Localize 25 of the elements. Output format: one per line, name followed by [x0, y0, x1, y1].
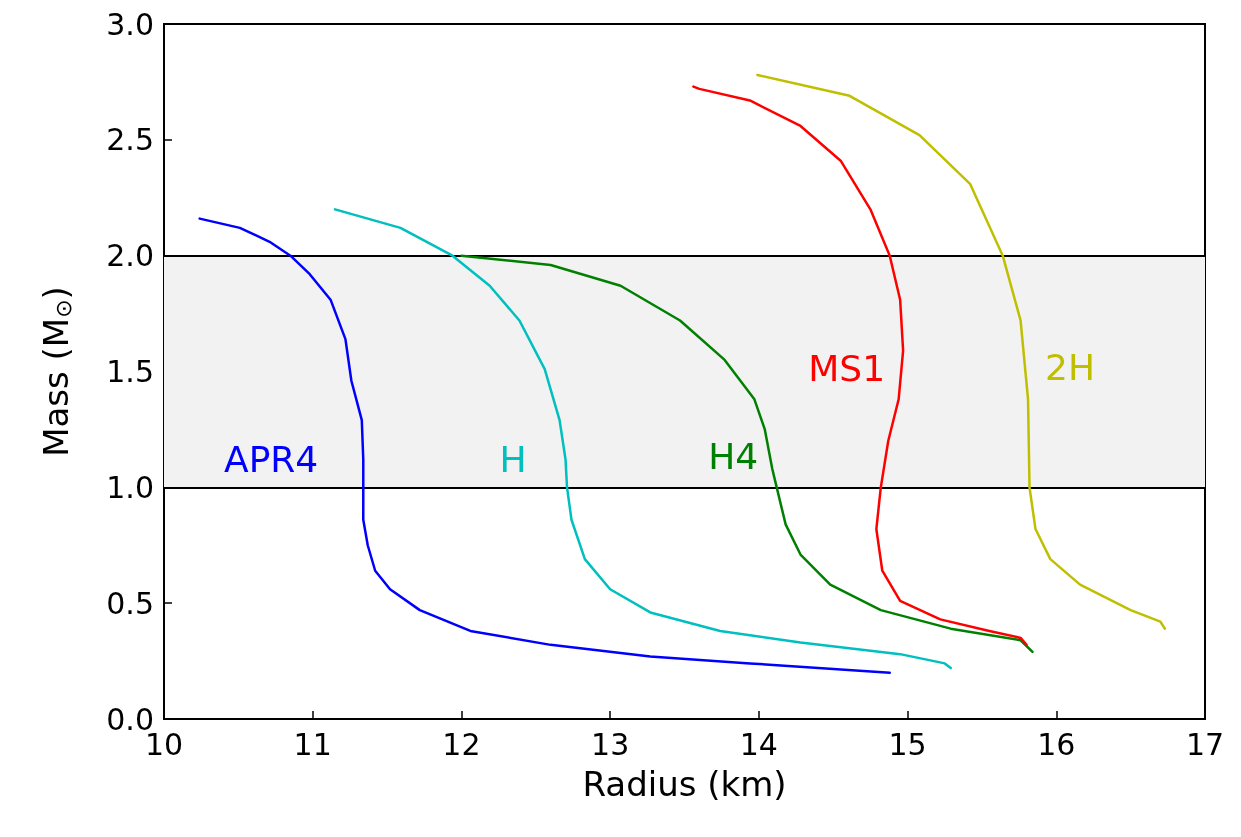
- x-tick-label: 12: [442, 726, 481, 762]
- line-series: [692, 85, 1028, 647]
- line-series: [756, 73, 1167, 630]
- y-tick-label: 0.5: [106, 585, 154, 621]
- x-tick-label: 15: [888, 726, 927, 762]
- x-tick-label: 13: [591, 726, 630, 762]
- series-label: 2H: [1045, 346, 1096, 388]
- series-label: APR4: [224, 439, 319, 481]
- x-tick-label: 16: [1037, 726, 1076, 762]
- y-tick-label: 2.5: [106, 122, 154, 158]
- series-label: H4: [708, 436, 759, 478]
- x-tick-label: 14: [739, 726, 778, 762]
- y-tick-label: 1.0: [106, 469, 154, 505]
- series-label: H: [499, 439, 527, 481]
- y-tick-label: 1.5: [106, 354, 154, 389]
- y-axis-title: Mass (M⊙): [36, 286, 76, 457]
- line-series: [333, 208, 952, 670]
- line-series: [460, 254, 1034, 654]
- x-tick-label: 11: [293, 726, 332, 762]
- line-series: [198, 217, 891, 674]
- x-tick-label: 17: [1185, 726, 1225, 762]
- x-axis-title: Radius (km): [582, 764, 787, 804]
- y-tick-label: 3.0: [106, 6, 154, 42]
- y-tick-label: 2.0: [106, 238, 154, 274]
- series-label: MS1: [808, 348, 886, 390]
